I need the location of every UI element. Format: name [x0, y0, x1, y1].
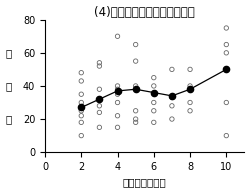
Point: [79, 93, 83, 96]
Point: [98, 104, 102, 107]
Point: [79, 80, 83, 83]
Point: [134, 43, 138, 46]
X-axis label: 成虫密度（対）: 成虫密度（対）: [123, 177, 166, 187]
Point: [116, 101, 119, 104]
Point: [152, 76, 156, 79]
Point: [79, 121, 83, 124]
Point: [134, 84, 138, 87]
Point: [98, 61, 102, 64]
Point: [152, 121, 156, 124]
Point: [170, 96, 174, 99]
Point: [170, 68, 174, 71]
Point: [79, 114, 83, 117]
Point: [224, 43, 228, 46]
Text: 数: 数: [6, 114, 12, 124]
Point: [116, 35, 119, 38]
Point: [224, 26, 228, 30]
Point: [79, 134, 83, 137]
Point: [79, 109, 83, 112]
Point: [152, 84, 156, 87]
Point: [116, 114, 119, 117]
Point: [79, 101, 83, 104]
Point: [98, 64, 102, 68]
Point: [98, 88, 102, 91]
Point: [116, 88, 119, 91]
Point: [188, 84, 192, 87]
Point: [188, 68, 192, 71]
Point: [134, 109, 138, 112]
Point: [188, 101, 192, 104]
Point: [134, 121, 138, 124]
Point: [79, 71, 83, 74]
Point: [152, 101, 156, 104]
Point: [116, 126, 119, 129]
Point: [98, 126, 102, 129]
Point: [98, 111, 102, 114]
Point: [224, 134, 228, 137]
Point: [224, 101, 228, 104]
Point: [170, 104, 174, 107]
Point: [188, 109, 192, 112]
Point: [152, 109, 156, 112]
Point: [134, 118, 138, 121]
Point: [116, 93, 119, 96]
Point: [170, 118, 174, 121]
Text: 羽: 羽: [6, 48, 12, 58]
Point: [116, 84, 119, 87]
Text: 化: 化: [6, 81, 12, 91]
Title: (4)成虫密度と羽化数との関係: (4)成虫密度と羽化数との関係: [94, 6, 195, 19]
Point: [134, 60, 138, 63]
Point: [224, 51, 228, 54]
